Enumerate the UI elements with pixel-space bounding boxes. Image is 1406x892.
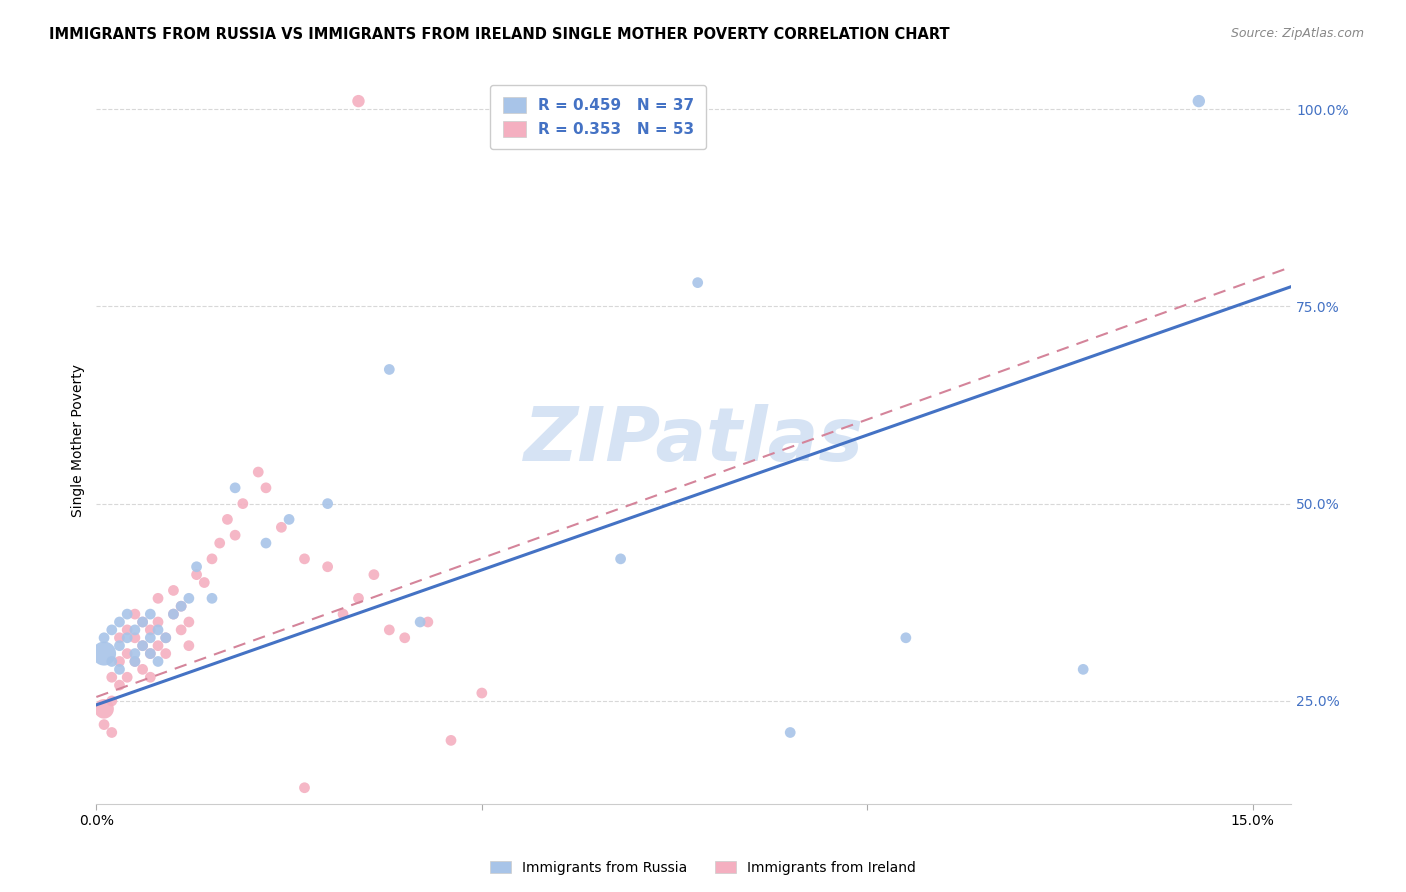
Point [201,552,224,566]
Point [139,647,162,661]
Point [278,512,301,526]
Point [108,678,131,692]
Point [108,655,131,669]
Legend: R = 0.459   N = 37, R = 0.353   N = 53: R = 0.459 N = 37, R = 0.353 N = 53 [491,85,706,149]
Point [139,670,162,684]
Point [378,623,401,637]
Point [254,536,277,550]
Point [378,362,401,376]
Y-axis label: Single Mother Poverty: Single Mother Poverty [72,364,86,517]
Point [270,520,292,534]
Point [162,607,184,621]
Point [131,639,153,653]
Point [779,725,801,739]
Point [108,639,131,653]
Point [177,615,200,629]
Point [100,725,122,739]
Point [115,607,138,621]
Point [93,647,115,661]
Point [186,567,208,582]
Point [394,631,416,645]
Point [177,639,200,653]
Point [155,647,177,661]
Point [162,607,184,621]
Point [146,615,169,629]
Point [139,631,162,645]
Point [609,552,631,566]
Point [131,639,153,653]
Point [155,631,177,645]
Point [170,599,193,614]
Point [108,615,131,629]
Point [146,639,169,653]
Point [124,631,146,645]
Point [177,591,200,606]
Point [894,631,917,645]
Point [115,670,138,684]
Point [170,623,193,637]
Point [108,631,131,645]
Point [124,655,146,669]
Point [100,670,122,684]
Point [193,575,215,590]
Point [124,607,146,621]
Point [93,717,115,731]
Point [347,94,370,108]
Text: Source: ZipAtlas.com: Source: ZipAtlas.com [1230,27,1364,40]
Point [124,647,146,661]
Point [186,559,208,574]
Point [1188,94,1211,108]
Text: ZIPatlas: ZIPatlas [524,404,863,477]
Point [224,528,246,542]
Point [146,655,169,669]
Point [108,662,131,676]
Point [170,599,193,614]
Point [146,591,169,606]
Point [115,623,138,637]
Point [124,623,146,637]
Point [93,631,115,645]
Point [115,647,138,661]
Point [100,655,122,669]
Point [686,276,709,290]
Point [471,686,494,700]
Point [155,631,177,645]
Point [247,465,270,479]
Point [139,623,162,637]
Point [294,552,316,566]
Point [139,647,162,661]
Point [208,536,231,550]
Point [124,655,146,669]
Point [131,615,153,629]
Point [294,780,316,795]
Point [217,512,239,526]
Point [316,559,339,574]
Point [332,607,354,621]
Point [162,583,184,598]
Point [1071,662,1094,676]
Point [416,615,439,629]
Point [232,497,254,511]
Point [131,662,153,676]
Point [100,623,122,637]
Point [139,607,162,621]
Point [93,702,115,716]
Point [201,591,224,606]
Point [224,481,246,495]
Point [316,497,339,511]
Point [409,615,432,629]
Point [146,623,169,637]
Legend: Immigrants from Russia, Immigrants from Ireland: Immigrants from Russia, Immigrants from … [485,855,921,880]
Point [100,694,122,708]
Point [254,481,277,495]
Point [440,733,463,747]
Text: IMMIGRANTS FROM RUSSIA VS IMMIGRANTS FROM IRELAND SINGLE MOTHER POVERTY CORRELAT: IMMIGRANTS FROM RUSSIA VS IMMIGRANTS FRO… [49,27,950,42]
Point [347,591,370,606]
Point [363,567,385,582]
Point [131,615,153,629]
Point [115,631,138,645]
